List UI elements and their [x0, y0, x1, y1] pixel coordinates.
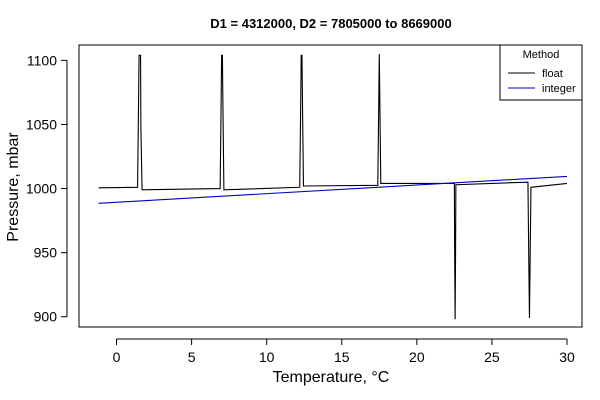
x-axis-label: Temperature, °C — [273, 369, 390, 386]
x-tick-label: 30 — [559, 349, 575, 365]
y-tick-label: 1100 — [27, 52, 57, 68]
y-tick-label: 1050 — [26, 116, 57, 132]
x-tick-label: 25 — [484, 349, 500, 365]
x-tick-label: 0 — [113, 349, 121, 365]
series-line-integer — [98, 175, 568, 204]
x-tick-label: 20 — [409, 349, 425, 365]
x-tick-label: 15 — [334, 349, 350, 365]
legend-label-float: float — [542, 68, 563, 80]
x-tick-label: 10 — [259, 349, 275, 365]
chart-title: D1 = 4312000, D2 = 7805000 to 8669000 — [210, 16, 451, 31]
legend-label-integer: integer — [542, 83, 576, 95]
plot-area-border — [78, 44, 583, 328]
legend-title: Method — [523, 49, 560, 61]
y-tick-label: 950 — [34, 245, 58, 261]
x-tick-label: 5 — [188, 349, 196, 365]
series-line-float — [98, 53, 568, 320]
y-axis-label: Pressure, mbar — [5, 132, 22, 242]
y-tick-label: 900 — [34, 309, 58, 325]
y-tick-label: 1000 — [26, 181, 57, 197]
